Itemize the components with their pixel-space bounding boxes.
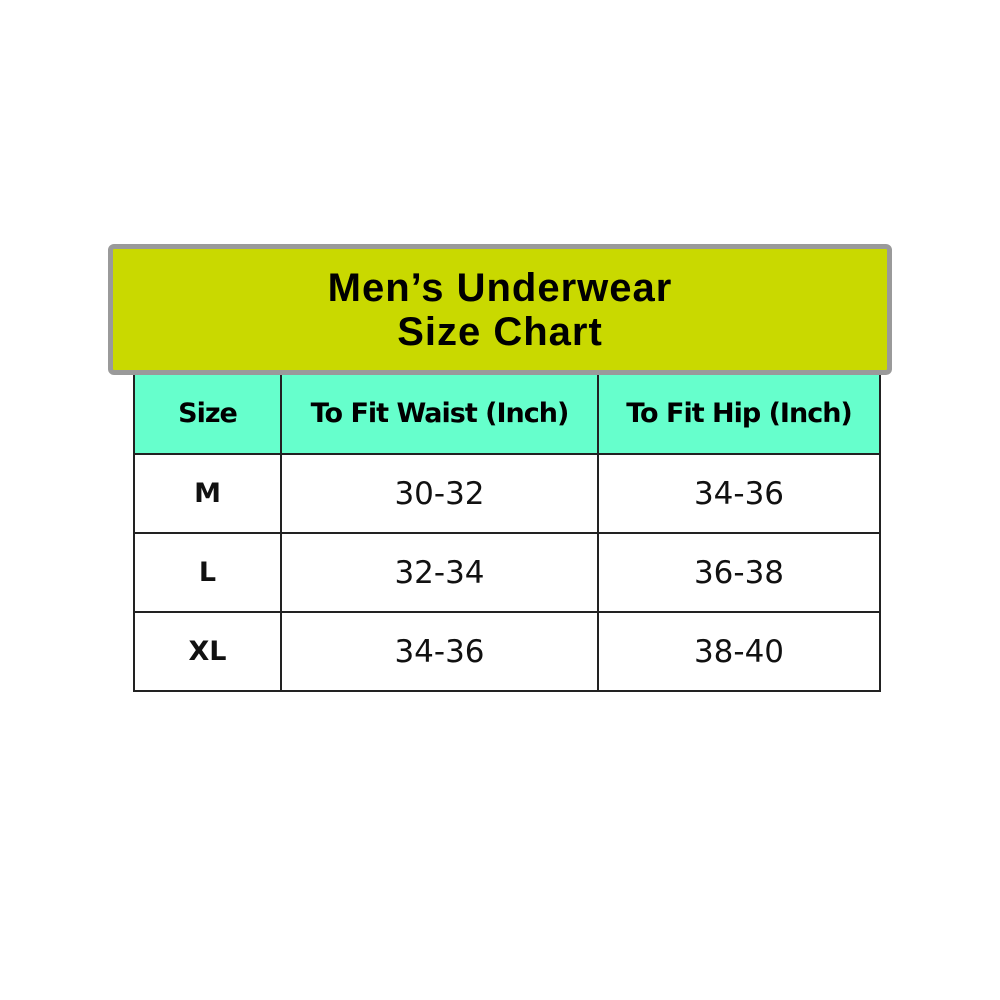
table-row: L 32-34 36-38 [133, 532, 881, 613]
cell-hip: 34-36 [597, 453, 881, 534]
cell-size: XL [133, 611, 282, 692]
cell-waist: 30-32 [280, 453, 599, 534]
header-size: Size [133, 372, 282, 455]
header-waist: To Fit Waist (Inch) [280, 372, 599, 455]
cell-hip: 38-40 [597, 611, 881, 692]
header-row: Size To Fit Waist (Inch) To Fit Hip (Inc… [133, 372, 881, 455]
cell-waist: 34-36 [280, 611, 599, 692]
title-banner: Men’s Underwear Size Chart [108, 244, 892, 375]
cell-waist: 32-34 [280, 532, 599, 613]
table-row: XL 34-36 38-40 [133, 611, 881, 692]
table-row: M 30-32 34-36 [133, 453, 881, 534]
title-line-1: Men’s Underwear [327, 265, 673, 310]
header-hip: To Fit Hip (Inch) [597, 372, 881, 455]
size-chart-table: Size To Fit Waist (Inch) To Fit Hip (Inc… [133, 372, 881, 692]
cell-size: M [133, 453, 282, 534]
title-line-2: Size Chart [397, 309, 603, 354]
cell-size: L [133, 532, 282, 613]
cell-hip: 36-38 [597, 532, 881, 613]
